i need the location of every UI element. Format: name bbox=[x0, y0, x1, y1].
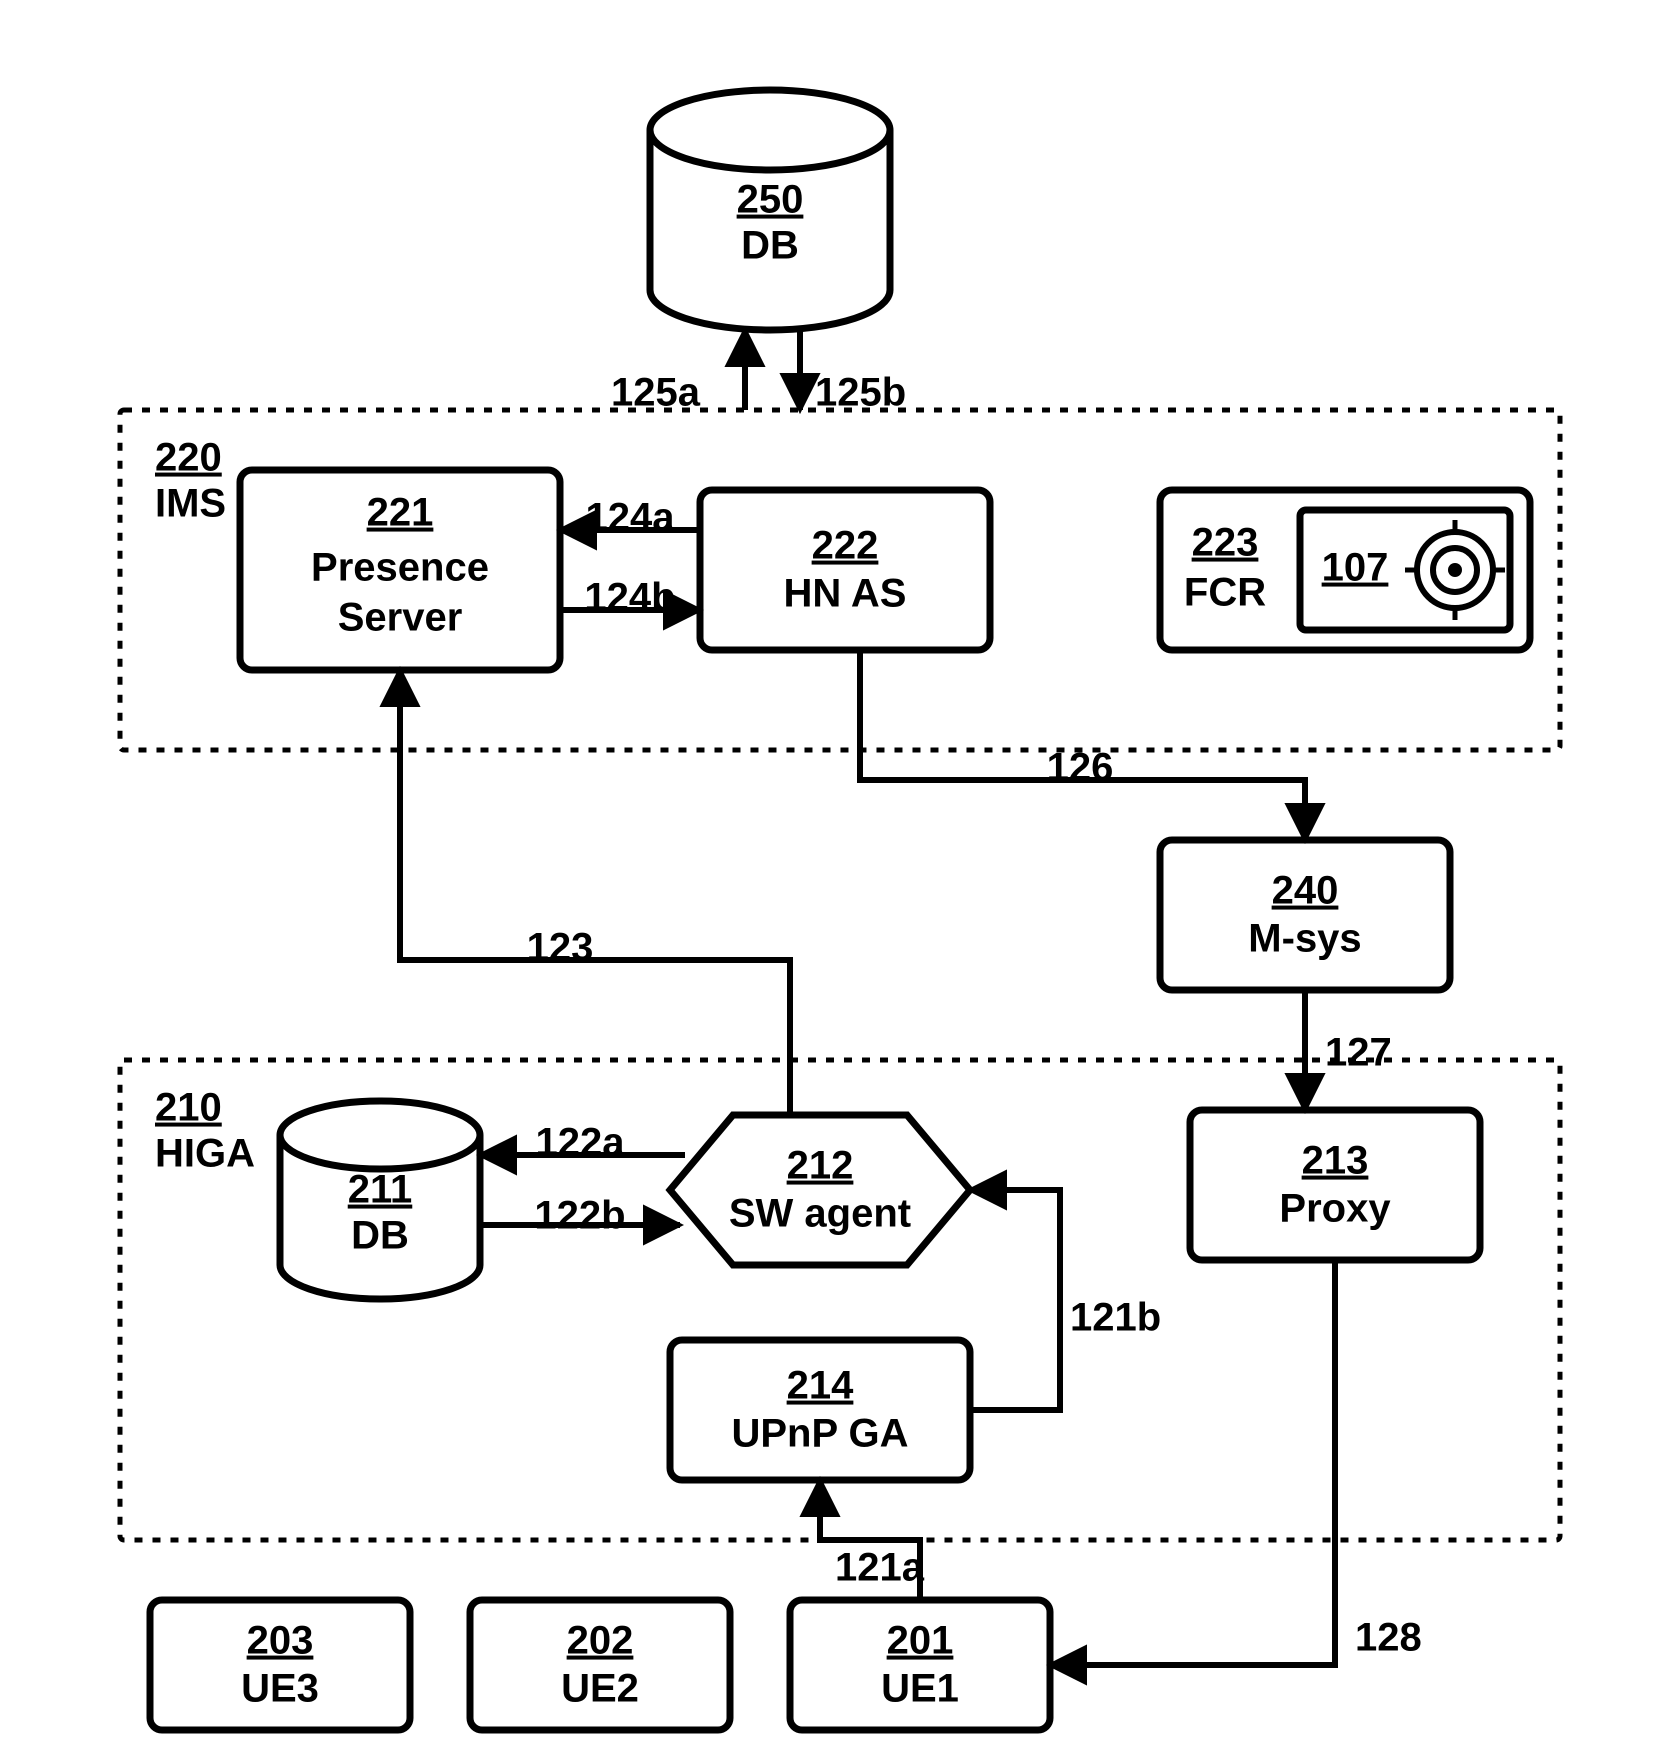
svg-text:125b: 125b bbox=[815, 371, 906, 415]
box-msys bbox=[1160, 840, 1450, 990]
edge-121b bbox=[970, 1190, 1060, 1410]
svg-text:124b: 124b bbox=[584, 576, 675, 620]
svg-text:240: 240 bbox=[1272, 869, 1339, 913]
svg-text:122b: 122b bbox=[534, 1194, 625, 1238]
edge-123 bbox=[400, 670, 790, 1115]
hex-swagent bbox=[670, 1115, 970, 1265]
svg-text:UE1: UE1 bbox=[881, 1667, 959, 1711]
box-hnas bbox=[700, 490, 990, 650]
svg-text:121a: 121a bbox=[835, 1546, 925, 1590]
svg-text:202: 202 bbox=[567, 1619, 634, 1663]
svg-text:DB: DB bbox=[741, 224, 799, 268]
svg-text:221: 221 bbox=[367, 491, 434, 535]
svg-text:121b: 121b bbox=[1070, 1296, 1161, 1340]
svg-text:125a: 125a bbox=[611, 371, 701, 415]
svg-text:107: 107 bbox=[1322, 546, 1389, 590]
svg-text:123: 123 bbox=[527, 926, 594, 970]
svg-text:214: 214 bbox=[787, 1364, 854, 1408]
svg-text:IMS: IMS bbox=[155, 482, 226, 526]
svg-text:DB: DB bbox=[351, 1214, 409, 1258]
svg-text:201: 201 bbox=[887, 1619, 954, 1663]
svg-text:223: 223 bbox=[1192, 521, 1259, 565]
svg-text:M-sys: M-sys bbox=[1248, 917, 1361, 961]
svg-text:UE3: UE3 bbox=[241, 1667, 319, 1711]
svg-text:UE2: UE2 bbox=[561, 1667, 639, 1711]
db-db211-top bbox=[280, 1101, 480, 1169]
svg-text:127: 127 bbox=[1325, 1031, 1392, 1075]
svg-text:212: 212 bbox=[787, 1144, 854, 1188]
svg-text:HN AS: HN AS bbox=[784, 572, 907, 616]
svg-text:220: 220 bbox=[155, 436, 222, 480]
svg-text:222: 222 bbox=[812, 524, 879, 568]
svg-text:Server: Server bbox=[338, 596, 463, 640]
svg-text:UPnP GA: UPnP GA bbox=[731, 1412, 908, 1456]
svg-text:250: 250 bbox=[737, 178, 804, 222]
svg-text:203: 203 bbox=[247, 1619, 314, 1663]
db-db250-top bbox=[650, 90, 890, 170]
box-proxy bbox=[1190, 1110, 1480, 1260]
target-icon-dot bbox=[1448, 563, 1462, 577]
svg-text:Presence: Presence bbox=[311, 546, 489, 590]
svg-text:SW agent: SW agent bbox=[729, 1192, 911, 1236]
box-upnpga bbox=[670, 1340, 970, 1480]
svg-text:FCR: FCR bbox=[1184, 571, 1266, 615]
svg-text:124a: 124a bbox=[586, 496, 676, 540]
svg-text:HIGA: HIGA bbox=[155, 1132, 255, 1176]
svg-text:210: 210 bbox=[155, 1086, 222, 1130]
svg-text:Proxy: Proxy bbox=[1279, 1187, 1391, 1231]
svg-text:211: 211 bbox=[348, 1168, 413, 1212]
diagram-canvas: 220IMS 210HIGA 221 Presence Server 222HN AS 22… bbox=[0, 0, 1679, 1759]
svg-text:213: 213 bbox=[1302, 1139, 1369, 1183]
svg-text:122a: 122a bbox=[536, 1121, 626, 1165]
svg-text:128: 128 bbox=[1355, 1616, 1422, 1660]
svg-text:126: 126 bbox=[1047, 746, 1114, 790]
